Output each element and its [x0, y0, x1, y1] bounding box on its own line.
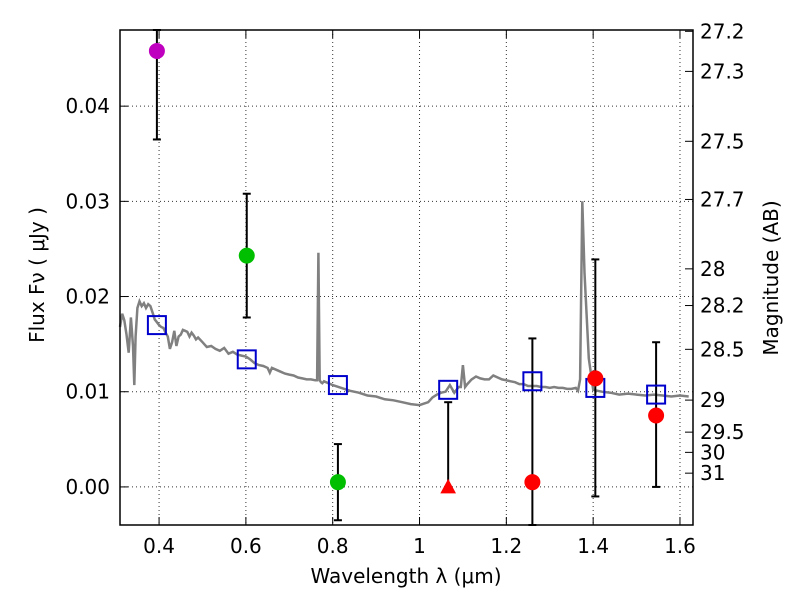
x-tick-label: 0.8	[317, 534, 349, 558]
observed-points-layer	[148, 42, 665, 494]
observed-point-circle	[329, 474, 346, 491]
observed-point-circle	[238, 247, 255, 264]
x-tick-label: 1.2	[490, 534, 522, 558]
x-tick-label: 0.6	[230, 534, 262, 558]
magnitude-tick-label: 29.5	[700, 420, 745, 444]
magnitude-tick-label: 31	[700, 461, 725, 485]
y-tick-label: 0.04	[65, 94, 110, 118]
y-tick-label: 0.03	[65, 189, 110, 213]
y-tick-label: 0.01	[65, 380, 110, 404]
x-axis-label: Wavelength λ (μm)	[310, 564, 501, 588]
magnitude-tick-label: 27.2	[700, 19, 745, 43]
x-tick-label: 1.6	[664, 534, 696, 558]
y-tick-label: 0.00	[65, 475, 110, 499]
observed-point-circle	[648, 407, 665, 424]
observed-point-circle	[148, 42, 165, 59]
magnitude-tick-label: 28	[700, 257, 725, 281]
model-point-square	[522, 371, 543, 392]
magnitude-tick-label: 28.5	[700, 337, 745, 361]
model-point-square	[236, 349, 257, 370]
grid-layer	[120, 30, 693, 525]
magnitude-tick-label: 27.7	[700, 187, 745, 211]
plot-frame	[119, 29, 694, 526]
model-point-square	[646, 384, 667, 405]
x-axis-ticks: 0.4 0.6 0.8 1 1.2 1.4 1.6	[143, 30, 696, 558]
model-point-square	[146, 315, 167, 336]
magnitude-tick-label: 28.2	[700, 294, 745, 318]
observed-point-circle	[587, 370, 604, 387]
y-tick-label: 0.02	[65, 285, 110, 309]
magnitude-axis-label: Magnitude (AB)	[759, 200, 783, 355]
observed-point-circle	[524, 474, 541, 491]
magnitude-tick-label: 27.5	[700, 129, 745, 153]
spectrum-layer	[118, 201, 689, 407]
model-point-square	[327, 375, 348, 396]
y-axis-label: Flux Fν ( μJy )	[25, 207, 49, 343]
y-axis-ticks: 0.00 0.01 0.02 0.03 0.04	[65, 94, 128, 499]
x-tick-label: 1	[413, 534, 426, 558]
model-point-square	[438, 379, 459, 400]
magnitude-tick-label: 30	[700, 440, 725, 464]
observed-upper-limit-triangle	[440, 478, 457, 494]
x-tick-label: 0.4	[143, 534, 175, 558]
x-tick-label: 1.4	[577, 534, 609, 558]
model-points-layer	[146, 315, 667, 405]
magnitude-tick-label: 29	[700, 388, 725, 412]
magnitude-tick-label: 27.3	[700, 59, 745, 83]
model-spectrum-line	[118, 201, 689, 407]
